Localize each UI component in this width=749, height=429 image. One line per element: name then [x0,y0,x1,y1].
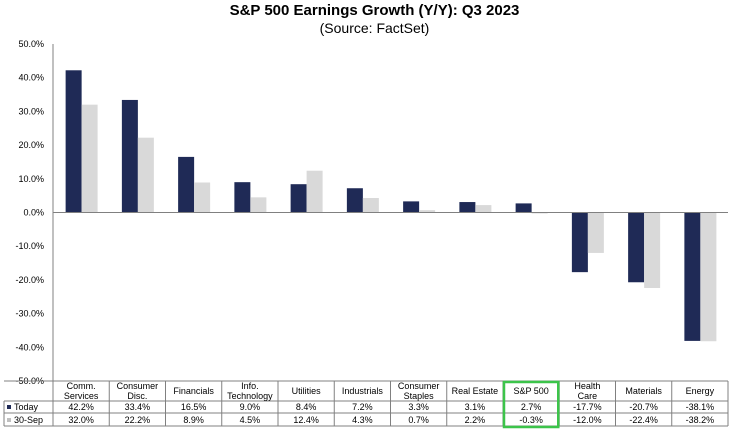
value-today: 3.1% [465,402,486,412]
y-tick-label: 10.0% [18,174,44,184]
category-label: Disc. [127,391,147,401]
category-label: Comm. [67,381,96,391]
value-today: 33.4% [125,402,151,412]
chart-title: S&P 500 Earnings Growth (Y/Y): Q3 2023 [229,2,520,19]
y-tick-label: 0.0% [23,208,44,218]
value-30-sep: 22.2% [125,415,151,425]
bar-30-sep [587,212,604,253]
category-label: Materials [625,386,662,396]
y-tick-label: -40.0% [15,342,44,352]
bar-today [65,70,82,213]
y-tick-label: 30.0% [18,106,44,116]
legend-key-30-sep [7,418,11,422]
value-30-sep: 2.2% [465,415,486,425]
bar-30-sep [531,212,548,214]
bar-today [515,203,532,213]
value-30-sep: 4.3% [352,415,373,425]
value-today: -17.7% [573,402,602,412]
category-label: Info. [241,381,259,391]
value-today: -20.7% [629,402,658,412]
value-today: 8.4% [296,402,317,412]
bar-30-sep [81,104,98,213]
value-30-sep: -0.3% [519,415,543,425]
legend-label-30-sep: 30-Sep [14,415,43,425]
value-30-sep: 8.9% [183,415,204,425]
category-label: Financials [173,386,214,396]
category-label: Health [574,381,600,391]
bar-today [571,212,588,273]
value-30-sep: 4.5% [240,415,261,425]
bar-today [290,184,307,213]
value-30-sep: 12.4% [293,415,319,425]
y-tick-label: 40.0% [18,73,44,83]
bar-today [121,99,138,213]
bar-today [178,156,195,213]
bar-30-sep [194,182,211,213]
bar-today [459,202,476,213]
value-today: 3.3% [408,402,429,412]
bar-today [628,212,645,283]
chart-subtitle: (Source: FactSet) [319,20,430,36]
value-today: 42.2% [68,402,94,412]
category-label: S&P 500 [513,386,548,396]
value-today: 2.7% [521,402,542,412]
bar-today [346,188,363,213]
category-label: Services [64,391,99,401]
category-label: Consumer [117,381,159,391]
y-tick-label: -30.0% [15,309,44,319]
legend-key-today [7,405,11,409]
y-tick-label: 20.0% [18,140,44,150]
value-30-sep: -12.0% [573,415,602,425]
y-tick-label: -20.0% [15,275,44,285]
bar-today [234,182,251,213]
bar-today [403,201,420,213]
y-tick-label: 50.0% [18,39,44,49]
legend-label-today: Today [14,402,39,412]
value-30-sep: 32.0% [68,415,94,425]
bar-30-sep [700,212,717,342]
category-label: Energy [686,386,715,396]
category-label: Technology [227,391,273,401]
sp500-highlight-box [502,380,560,429]
bar-today [684,212,701,341]
value-30-sep: -38.2% [686,415,715,425]
category-label: Utilities [292,386,322,396]
value-today: -38.1% [686,402,715,412]
bar-30-sep [419,210,436,213]
bar-30-sep [250,197,267,213]
value-30-sep: 0.7% [408,415,429,425]
bar-30-sep [362,198,379,213]
value-30-sep: -22.4% [629,415,658,425]
category-label: Care [578,391,598,401]
bar-30-sep [644,212,661,288]
category-label: Real Estate [452,386,499,396]
y-tick-label: -10.0% [15,241,44,251]
value-today: 7.2% [352,402,373,412]
value-today: 16.5% [181,402,207,412]
bar-30-sep [306,170,323,213]
bar-30-sep [475,205,492,213]
category-label: Staples [404,391,435,401]
category-label: Consumer [398,381,440,391]
chart-titles: S&P 500 Earnings Growth (Y/Y): Q3 2023 (… [0,0,749,36]
value-today: 9.0% [240,402,261,412]
bar-30-sep [137,137,154,213]
category-label: Industrials [342,386,384,396]
